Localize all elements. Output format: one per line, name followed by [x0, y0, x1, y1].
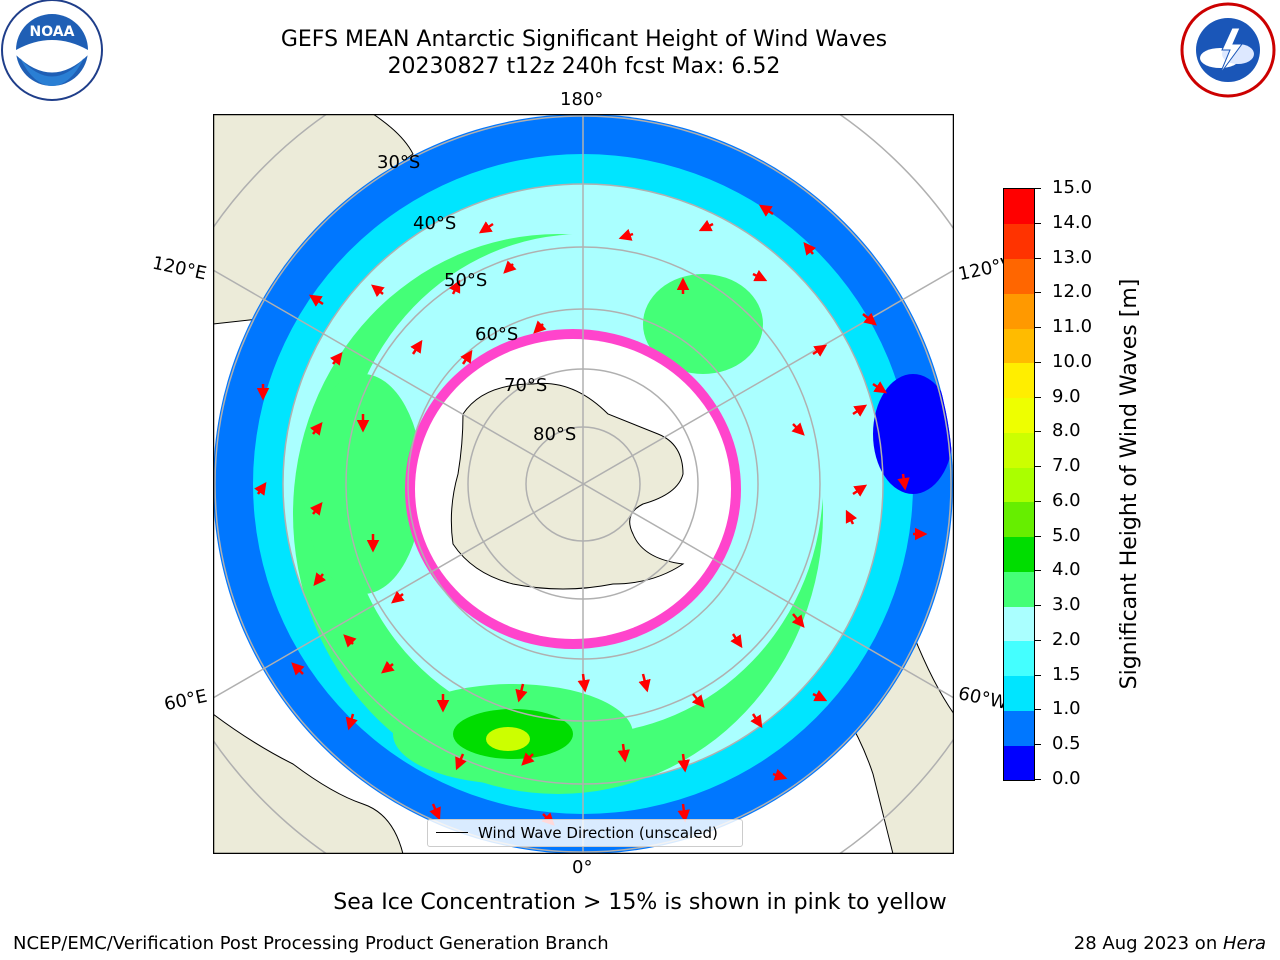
colorbar-tick-label: 6.0 [1052, 489, 1081, 511]
colorbar-segment [1004, 710, 1034, 746]
colorbar-tick-mark [1035, 361, 1041, 363]
colorbar-tick-mark [1035, 570, 1041, 572]
colorbar-tick-label: 2.0 [1052, 628, 1081, 650]
colorbar-tick-mark [1035, 327, 1041, 329]
colorbar [1003, 188, 1035, 781]
colorbar-segment [1004, 745, 1034, 781]
colorbar-tick-mark [1035, 639, 1041, 641]
colorbar-tick-mark [1035, 292, 1041, 294]
colorbar-tick-mark [1035, 466, 1041, 468]
colorbar-tick-label: 5.0 [1052, 524, 1081, 546]
colorbar-tick-label: 10.0 [1052, 350, 1093, 372]
lat-label-80s: 80°S [533, 424, 577, 445]
svg-text:NOAA: NOAA [30, 24, 75, 40]
africa-land [213, 713, 404, 854]
colorbar-tick-label: 14.0 [1052, 211, 1093, 233]
colorbar-tick-mark [1035, 396, 1041, 398]
date-prefix: 28 Aug 2023 on [1073, 933, 1223, 954]
chart-subtitle: 20230827 t12z 240h fcst Max: 6.52 [387, 54, 781, 79]
colorbar-tick-mark [1035, 709, 1041, 711]
colorbar-tick-label: 1.5 [1052, 663, 1081, 685]
colorbar-segment [1004, 258, 1034, 294]
date-text: 28 Aug 2023 on Hera [1074, 933, 1266, 954]
lon-label-120e: 120°E [150, 252, 209, 285]
lat-label-60s: 60°S [475, 324, 519, 345]
colorbar-tick-label: 4.0 [1052, 559, 1081, 581]
colorbar-segment [1004, 362, 1034, 399]
colorbar-tick-mark [1035, 674, 1041, 676]
lon-label-60w: 60°W [956, 683, 1010, 714]
colorbar-tick-label: 3.0 [1052, 594, 1081, 616]
colorbar-segment [1004, 467, 1034, 503]
lon-label-60e: 60°E [162, 685, 209, 716]
colorbar-segment [1004, 571, 1034, 607]
colorbar-tick-label: 8.0 [1052, 420, 1081, 442]
colorbar-segment [1004, 640, 1034, 677]
lat-label-50s: 50°S [444, 270, 488, 291]
colorbar-tick-label: 15.0 [1052, 177, 1093, 198]
colorbar-tick-label: 1.0 [1052, 698, 1081, 720]
colorbar-segment [1004, 223, 1034, 259]
colorbar-tick-mark [1035, 431, 1041, 433]
sea-ice-note: Sea Ice Concentration > 15% is shown in … [333, 890, 947, 915]
colorbar-label: Significant Height of Wind Waves [m] [1117, 278, 1142, 690]
colorbar-tick-mark [1035, 535, 1041, 537]
colorbar-segment [1004, 189, 1034, 225]
colorbar-tick-mark [1035, 779, 1041, 780]
date-host: Hera [1222, 933, 1266, 954]
colorbar-segment [1004, 432, 1034, 468]
lon-label-0: 0° [572, 857, 593, 878]
colorbar-tick-label: 9.0 [1052, 385, 1081, 407]
colorbar-tick-label: 12.0 [1052, 281, 1093, 303]
colorbar-tick-label: 11.0 [1052, 316, 1093, 338]
lon-label-180: 180° [560, 89, 604, 110]
lat-label-40s: 40°S [413, 213, 457, 234]
colorbar-segment [1004, 293, 1034, 329]
colorbar-segment [1004, 606, 1034, 642]
colorbar-segment [1004, 328, 1034, 364]
colorbar-tick-label: 0.5 [1052, 733, 1081, 755]
colorbar-tick-label: 0.0 [1052, 768, 1081, 789]
noaa-logo: NOAA [0, 0, 105, 105]
colorbar-segment [1004, 501, 1034, 538]
wind-arrows [254, 204, 928, 826]
chart-title: GEFS MEAN Antarctic Significant Height o… [280, 27, 888, 52]
lat-label-70s: 70°S [504, 375, 548, 396]
antarctica-land [450, 382, 685, 590]
colorbar-tick-mark [1035, 257, 1041, 259]
colorbar-tick-mark [1035, 222, 1041, 224]
colorbar-segment [1004, 397, 1034, 433]
polar-map [212, 113, 955, 855]
colorbar-tick-label: 7.0 [1052, 455, 1081, 477]
legend-label: Wind Wave Direction (unscaled) [478, 824, 718, 842]
map-legend: Wind Wave Direction (unscaled) [427, 819, 743, 847]
colorbar-segment [1004, 675, 1034, 711]
colorbar-tick-mark [1035, 188, 1041, 189]
colorbar-tick-mark [1035, 500, 1041, 502]
legend-line-swatch [436, 832, 468, 833]
colorbar-segment [1004, 536, 1034, 572]
colorbar-tick-mark [1035, 605, 1041, 607]
nws-logo [1176, 0, 1280, 100]
colorbar-tick-label: 13.0 [1052, 246, 1093, 268]
credit-text: NCEP/EMC/Verification Post Processing Pr… [13, 933, 609, 954]
lat-label-30s: 30°S [377, 152, 421, 173]
colorbar-tick-mark [1035, 744, 1041, 746]
